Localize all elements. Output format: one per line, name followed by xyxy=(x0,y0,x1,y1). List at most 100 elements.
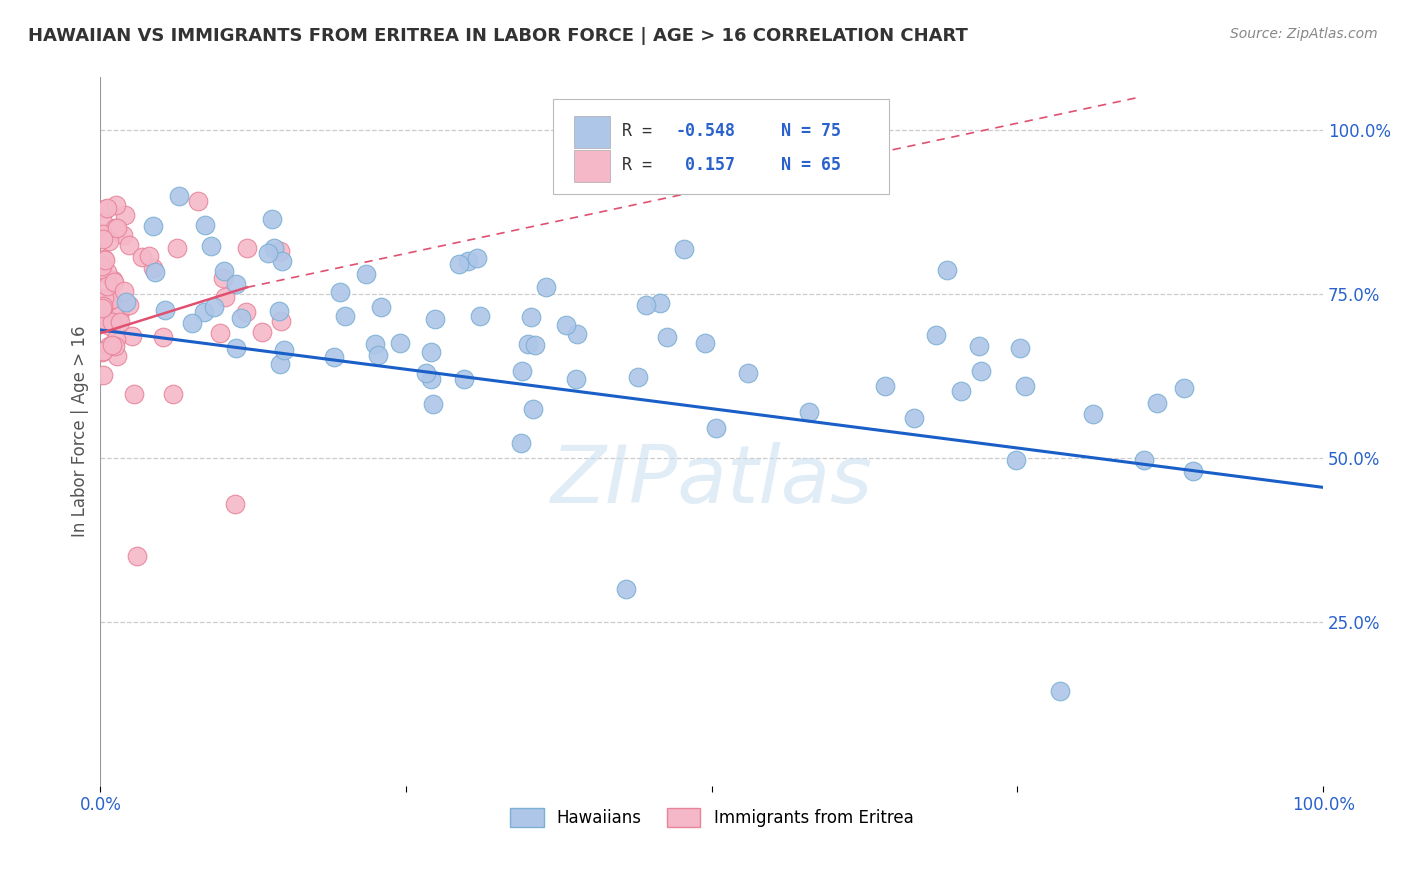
Point xyxy=(96,279,118,293)
Point xyxy=(329,285,352,299)
Point xyxy=(90,267,112,281)
Point xyxy=(1004,453,1026,467)
Point xyxy=(108,309,131,323)
Point xyxy=(524,338,547,352)
Point xyxy=(967,339,990,353)
Point xyxy=(229,311,252,326)
Point xyxy=(534,280,557,294)
Point xyxy=(925,328,948,343)
Point xyxy=(194,218,217,232)
Point xyxy=(648,295,671,310)
Point xyxy=(950,384,973,399)
Point xyxy=(693,336,716,351)
Text: 0.157: 0.157 xyxy=(675,155,735,174)
Text: R =: R = xyxy=(623,121,662,139)
Point xyxy=(91,308,114,322)
Point xyxy=(422,397,444,411)
Point xyxy=(101,293,124,307)
Point xyxy=(108,315,131,329)
Point xyxy=(104,197,127,211)
Point xyxy=(470,309,492,323)
Point xyxy=(91,232,114,246)
Point xyxy=(110,301,132,316)
Point xyxy=(903,411,925,425)
Point xyxy=(181,316,204,330)
Point xyxy=(655,330,678,344)
Point xyxy=(122,387,145,401)
Point xyxy=(214,290,236,304)
Point xyxy=(166,241,188,255)
Point xyxy=(112,284,135,298)
Point xyxy=(94,253,117,268)
Point xyxy=(97,339,120,353)
Point xyxy=(187,194,209,208)
Point xyxy=(457,253,479,268)
Point xyxy=(121,329,143,343)
Point xyxy=(235,305,257,319)
Point xyxy=(565,372,588,386)
Point xyxy=(101,273,124,287)
Point xyxy=(193,305,215,319)
FancyBboxPatch shape xyxy=(553,99,889,194)
Point xyxy=(364,337,387,351)
Point xyxy=(1146,395,1168,409)
FancyBboxPatch shape xyxy=(574,116,610,148)
Point xyxy=(93,343,115,358)
Point xyxy=(1133,453,1156,467)
Point xyxy=(97,235,120,249)
Text: ZIPatlas: ZIPatlas xyxy=(551,442,873,520)
Point xyxy=(936,262,959,277)
Point xyxy=(138,249,160,263)
Point xyxy=(236,241,259,255)
Point xyxy=(333,309,356,323)
Point xyxy=(269,303,291,318)
Point xyxy=(269,357,291,371)
Point xyxy=(105,220,128,235)
Point xyxy=(1181,464,1204,478)
Point xyxy=(91,299,114,313)
Point xyxy=(1008,341,1031,355)
Point xyxy=(100,315,122,329)
Point xyxy=(104,339,127,353)
Point xyxy=(224,497,246,511)
Point xyxy=(101,338,124,352)
Point xyxy=(155,303,177,318)
Point xyxy=(673,242,696,256)
Point xyxy=(263,241,285,255)
Point xyxy=(131,250,153,264)
Point xyxy=(419,372,441,386)
Point xyxy=(522,401,544,416)
Point xyxy=(91,301,114,316)
Text: R =: R = xyxy=(623,155,672,174)
Point xyxy=(614,582,637,596)
Point xyxy=(797,405,820,419)
Point xyxy=(118,238,141,252)
Y-axis label: In Labor Force | Age > 16: In Labor Force | Age > 16 xyxy=(72,326,89,537)
Point xyxy=(204,301,226,315)
Point xyxy=(423,312,446,326)
FancyBboxPatch shape xyxy=(574,151,610,182)
Point xyxy=(101,316,124,330)
Point xyxy=(167,189,190,203)
Point xyxy=(453,372,475,386)
Text: N = 65: N = 65 xyxy=(761,155,841,174)
Point xyxy=(970,364,993,378)
Point xyxy=(93,252,115,267)
Point xyxy=(104,332,127,346)
Point xyxy=(465,252,488,266)
Point xyxy=(118,298,141,312)
Point xyxy=(225,277,247,291)
Point xyxy=(96,293,118,307)
Point xyxy=(211,271,233,285)
Point xyxy=(125,549,148,564)
Point xyxy=(271,254,294,268)
Point xyxy=(627,370,650,384)
Text: Source: ZipAtlas.com: Source: ZipAtlas.com xyxy=(1230,27,1378,41)
Point xyxy=(420,344,443,359)
Point xyxy=(510,436,533,450)
Point xyxy=(1049,683,1071,698)
Point xyxy=(152,329,174,343)
Point xyxy=(103,307,125,321)
Point xyxy=(370,300,392,314)
Point xyxy=(96,264,118,278)
